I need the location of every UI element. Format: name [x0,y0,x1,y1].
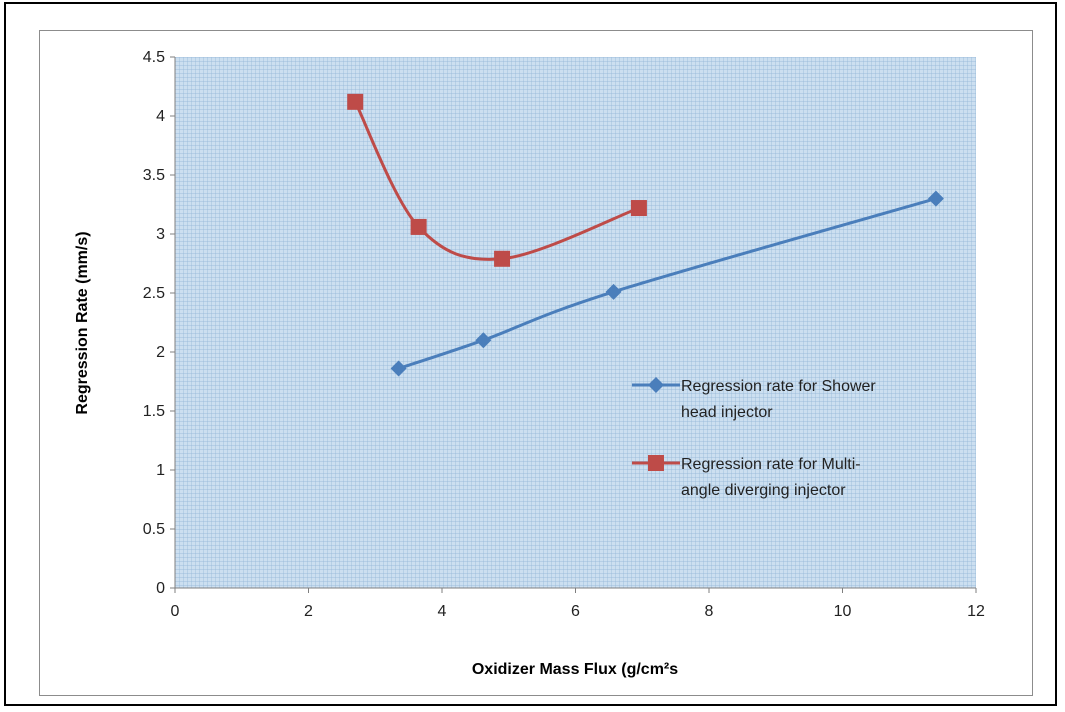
data-point-shower-head [927,190,944,207]
y-tick-label: 4 [156,108,165,125]
series-line-multi-angle [353,101,640,261]
y-tick-label: 0.5 [143,521,165,538]
legend-label-shower-head: Regression rate for Shower [681,378,876,395]
y-tick-label: 3 [156,226,165,243]
data-point-shower-head [605,283,622,300]
x-tick-label: 10 [834,603,852,620]
y-tick-label: 3.5 [143,167,165,184]
x-tick-label: 4 [438,603,447,620]
y-tick-label: 2 [156,344,165,361]
data-point-multi-angle [410,218,427,235]
y-axis-title: Regression Rate (mm/s) [74,231,91,414]
x-axis-title: Oxidizer Mass Flux (g/cm²s [472,661,678,678]
y-tick-label: 1 [156,462,165,479]
data-point-shower-head [475,332,492,349]
plot-background [175,57,976,588]
y-tick-label: 4.5 [143,49,165,66]
data-point-shower-head [390,360,407,377]
legend-label-multi-angle: Regression rate for Multi- [681,456,861,473]
x-tick-label: 6 [571,603,580,620]
x-tick-label: 2 [304,603,313,620]
legend-marker-multi-angle [648,455,664,471]
x-tick-label: 0 [171,603,180,620]
series-line-shower-head [398,197,937,370]
legend-label-multi-angle: angle diverging injector [681,482,846,499]
legend-label-shower-head: head injector [681,404,773,421]
y-tick-label: 1.5 [143,403,165,420]
data-point-multi-angle [494,250,511,267]
x-tick-label: 8 [705,603,714,620]
legend-marker-shower-head [648,377,664,393]
data-point-multi-angle [347,93,364,110]
y-tick-label: 0 [156,580,165,597]
data-point-multi-angle [630,200,647,217]
x-tick-label: 12 [967,603,985,620]
y-tick-label: 2.5 [143,285,165,302]
